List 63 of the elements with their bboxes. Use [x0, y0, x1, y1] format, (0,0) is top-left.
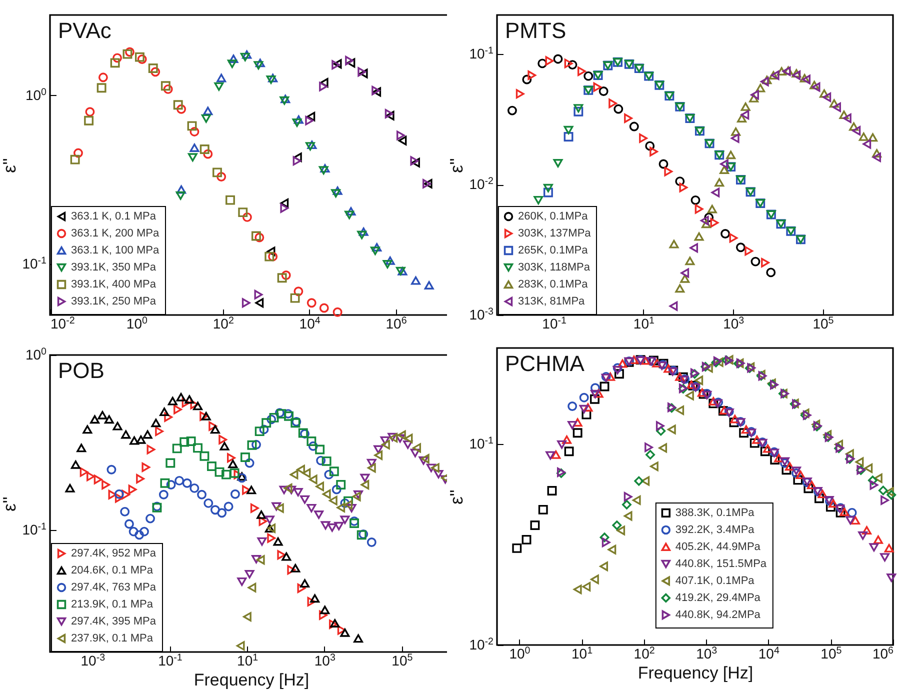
chart-title: PCHMA — [505, 351, 585, 376]
legend-label: 407.1K, 0.1MPa — [675, 574, 756, 587]
x-tick-label: 10$^{0}$ — [509, 645, 531, 662]
x-tick-label: 10$^{5}$ — [392, 652, 414, 668]
legend-label: 297.4K, 763 MPa — [71, 582, 157, 594]
legend-label: 363.1 K, 200 MPa — [71, 228, 160, 240]
y-tick-label: 10$^{-1}$ — [469, 434, 494, 452]
x-tick-label: 10$^{4}$ — [758, 645, 780, 662]
y-tick-label: 10$^{-2}$ — [469, 176, 494, 192]
y-axis-title: ε'' — [446, 490, 466, 504]
y-axis-title: ε'' — [0, 496, 20, 512]
x-axis-title: Frequency [Hz] — [194, 670, 310, 690]
x-tick-label: 10$^{1}$ — [237, 652, 258, 668]
x-tick-label: 10$^{2}$ — [634, 645, 655, 662]
x-tick-label: 10$^{2}$ — [212, 315, 234, 332]
legend-label: 440.8K, 151.5MPa — [675, 558, 768, 570]
x-tick-label: 10$^{3}$ — [314, 652, 336, 668]
x-tick-label: 10$^{1}$ — [571, 645, 593, 662]
x-tick-label: 10$^{3}$ — [723, 315, 745, 332]
legend-label: 303K, 137MPa — [518, 228, 592, 240]
x-tick-label: 10$^{3}$ — [696, 645, 718, 662]
x-tick-label: 10$^{4}$ — [299, 315, 321, 332]
x-tick-label: 10$^{-1}$ — [542, 315, 566, 332]
y-tick-label: 10$^{-1}$ — [22, 255, 46, 272]
chart-title: POB — [58, 358, 104, 383]
legend-label: 388.3K, 0.1MPa — [675, 506, 756, 519]
legend-label: 213.9K, 0.1 MPa — [71, 598, 154, 610]
x-tick-label: 10$^{6}$ — [872, 645, 894, 662]
legend-label: 393.1K, 250 MPa — [71, 296, 157, 308]
legend-label: 237.9K, 0.1 MPa — [71, 632, 154, 644]
x-tick-label: 10$^{5}$ — [820, 645, 842, 662]
x-tick-label: 10$^{-3}$ — [80, 652, 106, 668]
chart-title: PMTS — [505, 18, 566, 43]
legend-label: 392.2K, 3.4MPa — [675, 524, 756, 536]
legend-label: 440.8K, 94.2MPa — [675, 608, 762, 621]
y-tick-label: 10$^{-1}$ — [22, 520, 46, 538]
y-tick-label: 10$^{0}$ — [25, 346, 48, 362]
y-tick-label: 10$^{-1}$ — [469, 45, 494, 62]
x-tick-label: 10$^{-1}$ — [158, 652, 182, 668]
y-tick-label: 10$^{0}$ — [25, 86, 48, 103]
legend-label: 283K, 0.1MPa — [518, 278, 589, 290]
x-axis-title: Frequency [Hz] — [638, 664, 754, 682]
legend-label: 363.1 K, 0.1 MPa — [71, 210, 157, 222]
y-axis-title: ε'' — [446, 158, 466, 173]
x-tick-label: 10$^{0}$ — [126, 315, 148, 332]
legend-label: 303K, 118MPa — [518, 262, 591, 274]
legend-label: 313K, 81MPa — [518, 296, 586, 308]
x-tick-label: 10$^{-2}$ — [50, 315, 75, 332]
y-axis-title: ε'' — [0, 158, 20, 173]
legend-label: 393.1K, 400 MPa — [71, 278, 157, 290]
legend-label: 363.1 K, 100 MPa — [71, 244, 160, 256]
x-tick-label: 10$^{5}$ — [812, 315, 834, 332]
legend-label: 260K, 0.1MPa — [518, 210, 589, 222]
legend-label: 265K, 0.1MPa — [518, 244, 589, 256]
legend-label: 297.4K, 395 MPa — [71, 616, 157, 628]
legend-label: 419.2K, 29.4MPa — [675, 592, 762, 604]
legend-label: 204.6K, 0.1 MPa — [71, 564, 154, 576]
x-tick-label: 10$^{1}$ — [633, 315, 654, 332]
legend-label: 297.4K, 952 MPa — [71, 548, 157, 560]
chart-title: PVAc — [58, 18, 112, 43]
x-tick-label: 10$^{6}$ — [386, 315, 408, 332]
legend-label: 393.1K, 350 MPa — [71, 262, 157, 274]
legend-label: 405.2K, 44.9MPa — [675, 540, 762, 553]
